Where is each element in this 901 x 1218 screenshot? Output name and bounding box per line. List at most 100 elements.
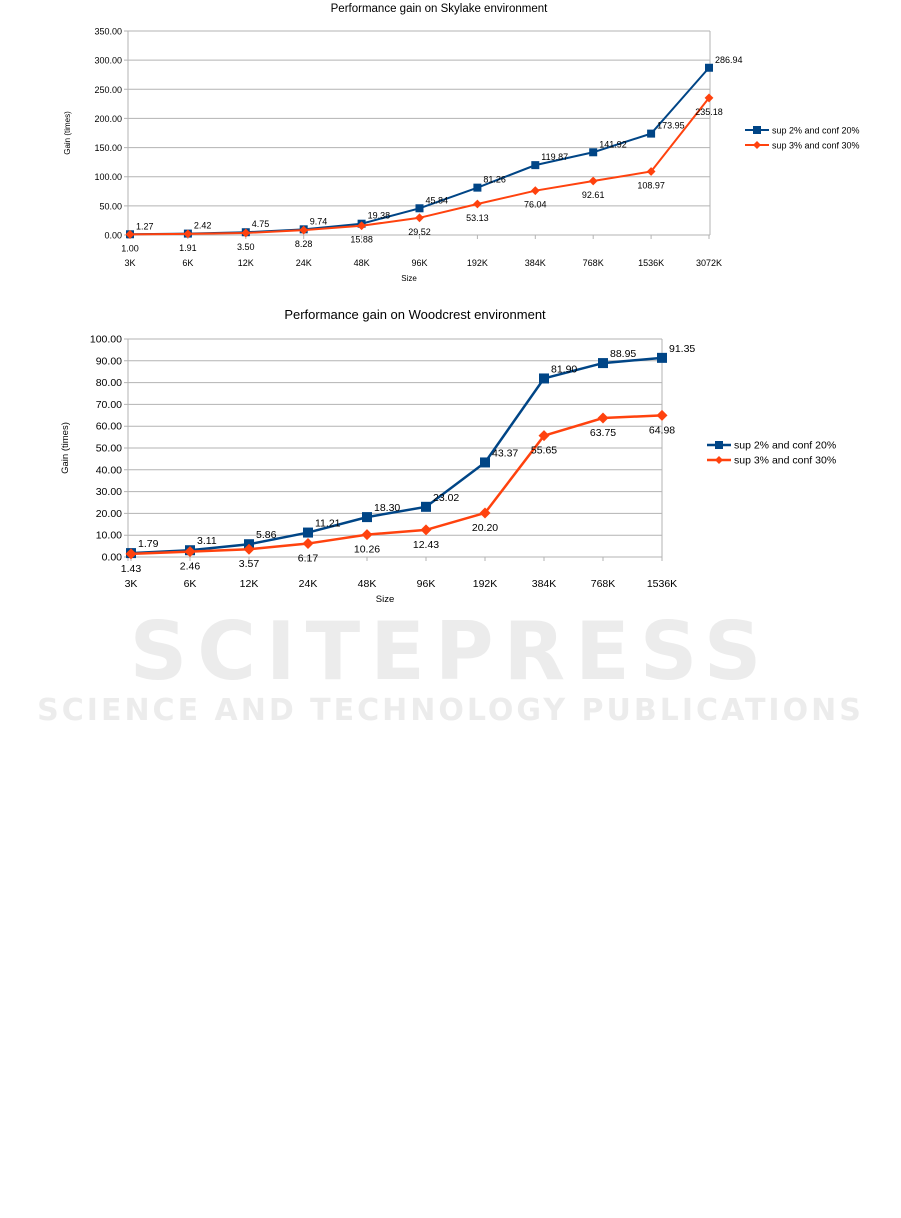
y-tick-label: 20.00 — [96, 508, 122, 520]
y-tick-label: 100.00 — [94, 172, 122, 182]
data-label: 2.46 — [180, 561, 201, 573]
data-point-diamond — [184, 546, 196, 558]
data-label: 286.94 — [715, 55, 743, 65]
data-label: 3.11 — [197, 535, 217, 547]
data-label: 5.86 — [256, 529, 277, 541]
data-label: 29.52 — [408, 227, 431, 237]
data-point-diamond — [420, 524, 432, 536]
data-label: 19.38 — [368, 211, 391, 221]
data-label: 1.27 — [136, 221, 154, 231]
y-tick-label: 100.00 — [90, 334, 122, 346]
data-label: 1.43 — [121, 563, 142, 575]
x-tick-label: 768K — [591, 578, 616, 590]
y-tick-label: 50.00 — [96, 443, 122, 455]
data-label: 3.57 — [239, 558, 260, 570]
data-point-diamond — [302, 538, 314, 550]
data-point-diamond — [597, 412, 609, 424]
y-tick-label: 350.00 — [94, 27, 122, 37]
data-point-square — [415, 204, 424, 213]
data-label: 173.95 — [657, 121, 685, 131]
data-label: 10.26 — [354, 544, 380, 556]
x-tick-label: 12K — [240, 578, 259, 590]
x-tick-label: 96K — [417, 578, 436, 590]
chart-title: Performance gain on Skylake environment — [331, 3, 549, 15]
legend-square-icon — [753, 126, 761, 134]
y-tick-label: 60.00 — [96, 421, 122, 433]
data-point-diamond — [646, 167, 656, 176]
data-point-diamond — [125, 548, 137, 560]
data-label: 23.02 — [433, 492, 459, 504]
data-label: 1.00 — [121, 243, 139, 253]
data-point-square — [362, 512, 372, 523]
data-label: 64.98 — [649, 424, 675, 436]
data-label: 18.30 — [374, 502, 400, 514]
data-point-diamond — [361, 529, 373, 541]
data-label: 55.65 — [531, 445, 557, 457]
y-tick-label: 70.00 — [96, 399, 122, 411]
data-label: 76.04 — [524, 200, 547, 210]
data-label: 81.26 — [483, 175, 506, 185]
data-label: 91.35 — [669, 343, 695, 355]
data-point-square — [705, 63, 713, 72]
data-label: 45.84 — [426, 195, 449, 205]
y-axis-label: Gain (times) — [63, 111, 72, 155]
y-axis-label: Gain (times) — [60, 422, 71, 474]
data-label: 15.88 — [350, 235, 373, 245]
data-label: 141.92 — [599, 139, 627, 149]
data-point-square — [598, 358, 608, 369]
data-label: 8.28 — [295, 239, 313, 249]
y-tick-label: 90.00 — [96, 355, 122, 367]
legend-square-icon — [715, 441, 723, 449]
data-label: 43.37 — [492, 447, 518, 459]
data-label: 20.20 — [472, 522, 498, 534]
legend-label: sup 2% and conf 20% — [772, 126, 860, 136]
x-tick-label: 3K — [124, 258, 135, 268]
y-tick-label: 0.00 — [102, 552, 123, 564]
data-label: 63.75 — [590, 427, 616, 439]
legend-label: sup 3% and conf 30% — [734, 455, 836, 467]
y-tick-label: 0.00 — [104, 231, 122, 241]
x-tick-label: 96K — [411, 258, 427, 268]
y-tick-label: 40.00 — [96, 464, 122, 476]
data-point-diamond — [241, 228, 251, 238]
x-tick-label: 384K — [532, 578, 557, 590]
legend-label: sup 3% and conf 30% — [772, 141, 860, 151]
data-label: 9.74 — [310, 216, 328, 226]
data-point-square — [647, 129, 656, 138]
data-point-square — [531, 161, 540, 170]
x-tick-label: 24K — [296, 258, 312, 268]
x-axis-label: Size — [401, 274, 417, 283]
data-point-square — [589, 148, 598, 157]
legend-label: sup 2% and conf 20% — [734, 440, 836, 452]
data-point-square — [473, 183, 482, 192]
data-point-square — [657, 352, 667, 363]
x-tick-label: 3K — [125, 578, 138, 590]
x-tick-label: 6K — [182, 258, 193, 268]
data-label: 2.42 — [194, 221, 212, 231]
x-tick-label: 48K — [354, 258, 370, 268]
x-tick-label: 768K — [583, 258, 604, 268]
y-tick-label: 10.00 — [96, 530, 122, 542]
data-point-diamond — [538, 430, 550, 442]
data-point-diamond — [299, 225, 309, 235]
chart-1: Performance gain on Skylake environment 0… — [63, 3, 860, 283]
data-label: 53.13 — [466, 213, 489, 223]
y-tick-label: 30.00 — [96, 486, 122, 498]
y-tick-label: 200.00 — [94, 114, 122, 124]
data-label: 88.95 — [610, 348, 636, 360]
y-tick-label: 50.00 — [99, 201, 122, 211]
x-tick-label: 1536K — [638, 258, 664, 268]
data-label: 1.91 — [179, 243, 197, 253]
data-point-diamond — [415, 213, 424, 223]
x-tick-label: 24K — [299, 578, 318, 590]
data-point-diamond — [656, 409, 668, 421]
y-tick-label: 80.00 — [96, 377, 122, 389]
data-point-diamond — [183, 229, 193, 239]
data-label: 235.18 — [695, 107, 723, 117]
y-tick-label: 150.00 — [94, 143, 122, 153]
x-tick-label: 192K — [473, 578, 498, 590]
data-point-diamond — [588, 176, 598, 186]
data-point-square — [480, 457, 490, 468]
data-label: 12.43 — [413, 539, 439, 551]
